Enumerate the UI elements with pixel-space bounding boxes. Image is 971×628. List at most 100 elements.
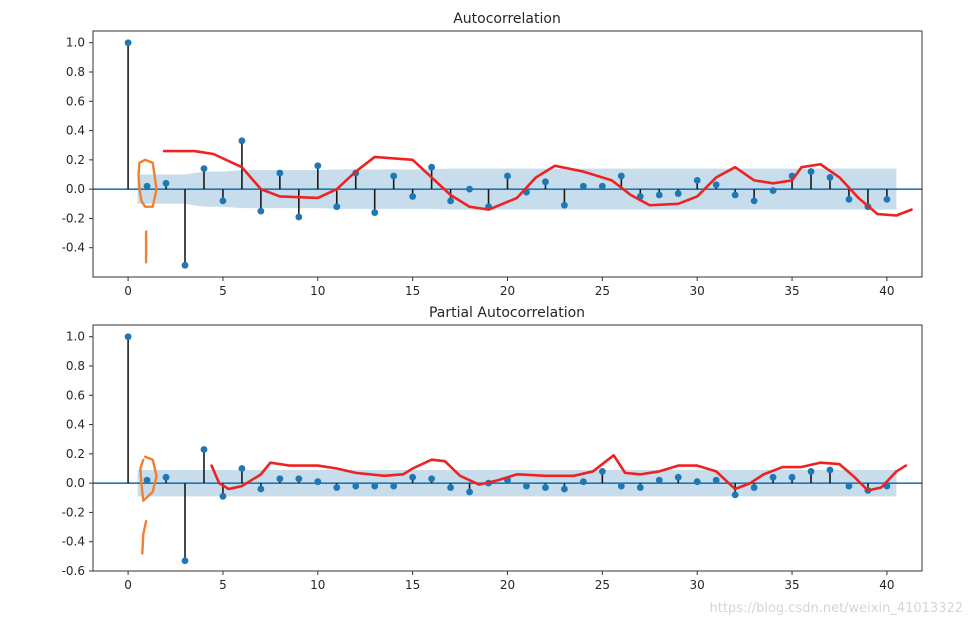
acf-marker (693, 176, 701, 184)
acf-marker (295, 213, 303, 221)
acf-ytick-label: 0.6 (66, 94, 85, 108)
acf-marker (826, 174, 834, 181)
pacf-marker (200, 446, 208, 453)
acf-marker (466, 185, 473, 193)
acf-marker (598, 182, 606, 190)
acf-xtick-label: 0 (124, 284, 132, 298)
pacf-ytick-label: 0.2 (66, 447, 85, 461)
pacf-marker (162, 473, 170, 481)
acf-marker (750, 197, 758, 205)
acf-ytick-label: 0.4 (66, 124, 85, 138)
acf-xtick-label: 35 (784, 284, 799, 298)
pacf-marker (181, 557, 189, 565)
acf-ytick-label: 1.0 (66, 36, 85, 50)
acf-marker (219, 197, 227, 205)
pacf-marker (693, 478, 701, 486)
pacf-ytick-label: 0.8 (66, 359, 85, 373)
pacf-xtick-label: 10 (310, 578, 325, 592)
pacf-ytick-label: -0.2 (62, 505, 85, 519)
acf-title: Autocorrelation (453, 11, 561, 27)
acf-marker (674, 190, 682, 197)
pacf-ytick-label: 0.4 (66, 418, 85, 432)
acf-marker (371, 209, 379, 216)
pacf-marker (124, 333, 132, 341)
pacf-marker (636, 484, 644, 491)
acf-marker (731, 191, 739, 199)
acf-marker (257, 207, 265, 215)
acf-xtick-label: 20 (500, 284, 515, 298)
acf-marker (143, 182, 151, 190)
acf-xtick-label: 30 (690, 284, 705, 298)
acf-marker (712, 181, 720, 189)
pacf-xtick-label: 5 (219, 578, 227, 592)
acf-marker (238, 137, 246, 145)
pacf-marker (712, 476, 720, 484)
pacf-marker (238, 465, 246, 472)
pacf-marker (143, 476, 151, 484)
acf-ytick-label: 0.0 (66, 182, 85, 196)
pacf-marker (523, 482, 530, 490)
pacf-marker (409, 473, 417, 481)
pacf-xtick-label: 15 (405, 578, 420, 592)
acf-marker (655, 191, 663, 199)
acf-ytick-label: 0.8 (66, 65, 85, 79)
acf-ytick-label: 0.2 (66, 153, 85, 167)
acf-ytick-label: -0.2 (62, 211, 85, 225)
pacf-xtick-label: 30 (690, 578, 705, 592)
pacf-marker (788, 473, 796, 481)
acf-ytick-label: -0.4 (62, 241, 85, 255)
pacf-xtick-label: 20 (500, 578, 515, 592)
pacf-ytick-label: 0.0 (66, 476, 85, 490)
acf-marker (181, 261, 189, 269)
acf-marker (769, 187, 777, 195)
acf-xtick-label: 10 (310, 284, 325, 298)
pacf-marker (314, 478, 322, 486)
pacf-orange-annotation (139, 455, 158, 502)
pacf-ytick-label: 1.0 (66, 330, 85, 344)
acf-marker (428, 163, 436, 171)
acf-marker (845, 195, 853, 203)
pacf-marker (371, 482, 379, 490)
pacf-marker (333, 484, 341, 491)
acf-red-annotation (162, 149, 913, 217)
pacf-axes-frame (92, 324, 923, 572)
pacf-marker (390, 482, 398, 490)
acf-marker (276, 169, 284, 177)
pacf-marker (826, 466, 834, 474)
pacf-marker (257, 485, 265, 493)
pacf-ytick-label: 0.6 (66, 388, 85, 402)
acf-marker (333, 203, 341, 211)
pacf-ytick-label: -0.4 (62, 535, 85, 549)
pacf-marker (769, 473, 777, 481)
pacf-ytick-label: -0.6 (62, 564, 85, 578)
pacf-xtick-label: 35 (784, 578, 799, 592)
acf-orange-annotation (137, 158, 158, 208)
acf-marker (807, 168, 815, 175)
acf-xtick-label: 40 (879, 284, 894, 298)
acf-marker (409, 193, 417, 200)
pacf-xtick-label: 40 (879, 578, 894, 592)
pacf-marker (579, 478, 587, 486)
pacf-marker (598, 468, 606, 475)
pacf-marker (542, 484, 549, 491)
acf-marker (200, 165, 208, 173)
acf-xtick-label: 25 (595, 284, 610, 298)
acf-marker (617, 172, 625, 180)
pacf-marker (655, 476, 663, 484)
acf-marker (447, 197, 454, 205)
pacf-title: Partial Autocorrelation (429, 305, 585, 321)
pacf-marker (428, 475, 436, 483)
pacf-marker (466, 488, 473, 496)
pacf-xtick-label: 0 (124, 578, 132, 592)
acf-marker (579, 182, 587, 190)
acf-marker (162, 179, 170, 187)
pacf-marker (276, 475, 284, 483)
acf-panel: Autocorrelation 0 5 10 15 20 25 30 35 40 1.0 0.8 0.… (62, 11, 923, 298)
pacf-marker (845, 482, 853, 490)
pacf-red-annotation (210, 454, 908, 492)
acf-marker (504, 172, 511, 180)
acf-marker (883, 195, 891, 203)
acf-xtick-label: 5 (219, 284, 227, 298)
pacf-marker (617, 482, 625, 490)
